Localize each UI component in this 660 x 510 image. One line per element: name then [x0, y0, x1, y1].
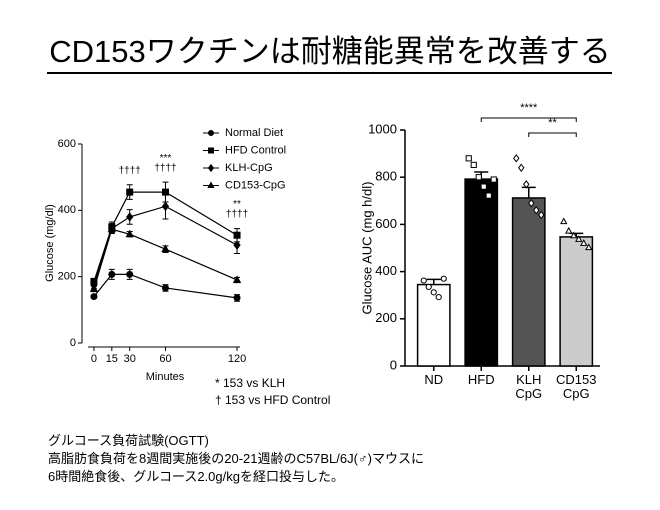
- x-tick-label: 30: [124, 353, 136, 365]
- marker: [470, 161, 477, 169]
- marker: [475, 174, 482, 181]
- x-tick-label: 15: [106, 353, 118, 365]
- marker: [207, 181, 215, 188]
- marker: [580, 239, 588, 246]
- error-bar: [521, 186, 536, 198]
- marker: [420, 277, 427, 284]
- x-tick-label: 120: [228, 353, 246, 365]
- marker: [560, 217, 568, 225]
- legend-label: KLH-CpG: [225, 162, 273, 174]
- marker: [490, 176, 497, 183]
- series-line: [93, 228, 238, 290]
- annotation: ††††: [226, 209, 248, 220]
- marker: [435, 293, 442, 301]
- marker: [570, 231, 578, 239]
- marker: [518, 163, 525, 172]
- note: 高脂肪食負荷を8週間実施後の20-21週齢のC57BL/6J(♂)マウスに: [48, 451, 424, 466]
- marker: [585, 243, 593, 251]
- y-tick-label: 600: [58, 138, 76, 150]
- marker: [533, 206, 540, 215]
- marker: [425, 283, 432, 291]
- significance-label: **: [548, 117, 557, 129]
- y-tick-label: 200: [58, 271, 76, 283]
- significance-bracket: [528, 132, 577, 137]
- x-tick-label: 0: [91, 353, 97, 365]
- marker: [89, 284, 99, 292]
- bar: [416, 283, 451, 367]
- marker: [126, 270, 134, 278]
- marker: [430, 289, 437, 296]
- legend-label: Normal Diet: [225, 127, 283, 139]
- y-tick-label: 0: [70, 337, 76, 349]
- marker: [465, 155, 472, 162]
- error-bar: [426, 278, 441, 285]
- marker: [208, 130, 214, 136]
- y-tick-label: 600: [375, 216, 397, 231]
- marker: [528, 198, 535, 208]
- significance-bracket: [480, 117, 577, 122]
- footnote: † 153 vs HFD Control: [215, 393, 330, 407]
- legend-label: HFD Control: [225, 144, 286, 156]
- marker: [480, 183, 487, 190]
- marker: [538, 210, 545, 220]
- marker: [161, 284, 169, 292]
- x-tick-label: 60: [159, 353, 171, 365]
- annotation: ***: [160, 153, 172, 164]
- marker: [90, 293, 98, 301]
- y-tick-label: 200: [375, 310, 397, 325]
- marker: [233, 240, 241, 250]
- marker: [575, 235, 583, 242]
- annotation: **: [233, 199, 241, 210]
- marker: [440, 275, 447, 282]
- marker: [208, 147, 214, 154]
- annotation: ††††: [154, 163, 176, 174]
- marker: [513, 154, 520, 163]
- marker: [108, 270, 116, 278]
- note: 6時間絶食後、グルコース2.0g/kgを経口投与した。: [48, 469, 344, 484]
- x-axis-label: Minutes: [146, 371, 185, 383]
- y-tick-label: 0: [390, 357, 397, 372]
- bar: [464, 178, 499, 367]
- legend-label: CD153-CpG: [225, 179, 286, 191]
- y-axis-label: Glucose (mg/dl): [44, 204, 56, 282]
- x-tick-label: KLH CpG: [515, 372, 543, 401]
- y-tick-label: 1000: [368, 121, 397, 136]
- marker: [207, 163, 215, 173]
- marker: [232, 275, 242, 283]
- marker: [233, 294, 241, 302]
- significance-label: ****: [520, 102, 538, 114]
- marker: [107, 224, 116, 233]
- y-tick-label: 400: [58, 204, 76, 216]
- note: グルコース負荷試験(OGTT): [48, 433, 209, 448]
- marker: [485, 192, 492, 199]
- slide-title: CD153ワクチンは耐糖能異常を改善する: [49, 34, 611, 69]
- bar: [559, 236, 594, 367]
- marker: [161, 201, 170, 212]
- y-tick-label: 400: [375, 263, 397, 278]
- marker: [523, 180, 530, 189]
- bar: [511, 197, 546, 367]
- marker: [161, 244, 170, 253]
- marker: [125, 229, 134, 238]
- marker: [565, 226, 573, 234]
- footnote: * 153 vs KLH: [215, 376, 285, 390]
- x-tick-label: ND: [424, 372, 444, 387]
- x-tick-label: HFD: [467, 372, 495, 387]
- marker: [126, 188, 134, 196]
- x-tick-label: CD153 CpG: [556, 372, 597, 401]
- y-tick-label: 800: [375, 169, 397, 184]
- marker: [126, 212, 134, 222]
- annotation: ††††: [119, 165, 141, 176]
- y-axis-label: Glucose AUC (mg h/dl): [359, 182, 374, 315]
